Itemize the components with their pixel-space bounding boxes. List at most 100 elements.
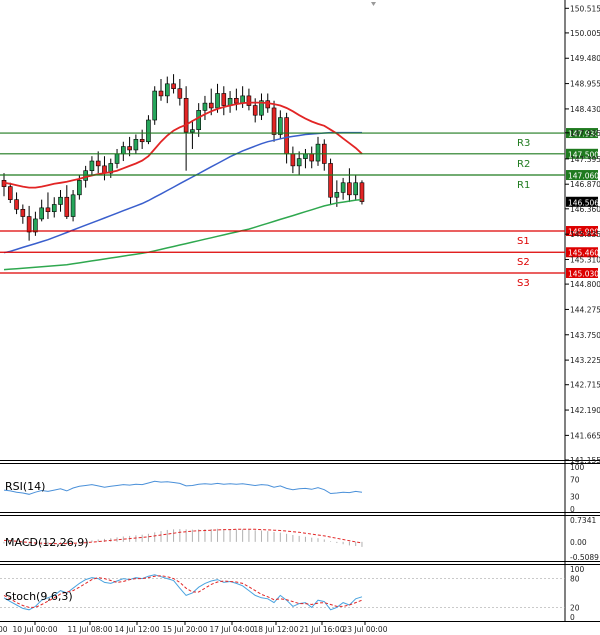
level-price-text: 147.060	[568, 172, 599, 181]
y-tick-label: 143.225	[570, 356, 600, 365]
candle-body	[127, 146, 132, 151]
candle-body	[58, 196, 63, 205]
x-tick-label: 10 Jul 00:00	[13, 625, 58, 634]
candle-body	[14, 199, 19, 210]
candle-body	[146, 119, 151, 143]
level-price-tag	[566, 170, 598, 181]
x-tick-label: 15 Jul 20:00	[163, 625, 208, 634]
y-tick-label: 145.835	[570, 230, 600, 239]
candle-body	[190, 129, 195, 133]
candle-body	[315, 143, 321, 162]
candle-body	[183, 98, 189, 133]
candle-body	[284, 117, 289, 155]
candle-body	[26, 216, 32, 233]
x-tick-label: 21 Jul 16:00	[300, 625, 345, 634]
y-tick-label: 141.155	[570, 456, 600, 465]
x-tick-label: 11 Jul 08:00	[68, 625, 113, 634]
candle-body	[171, 83, 176, 89]
candle-body	[296, 158, 302, 167]
y-tick-label: 144.275	[570, 305, 600, 314]
level-price-tag	[566, 148, 598, 159]
ma-green-line	[3, 198, 363, 271]
level-price-text: 145.460	[568, 249, 599, 258]
scroll-marker-icon[interactable]	[371, 2, 376, 6]
y-tick-label: 150.515	[570, 4, 600, 13]
stoch-tick-label: 20	[570, 603, 580, 612]
level-label-r3: R3	[517, 138, 530, 149]
candle-body	[265, 100, 271, 109]
candle-body	[303, 153, 308, 159]
ma-red-line	[3, 101, 363, 189]
level-label-s3: S3	[517, 278, 530, 289]
current-price-text: 146.506	[568, 198, 599, 207]
candle-body	[328, 163, 333, 198]
level-price-text: 145.030	[568, 269, 599, 278]
candle-body	[121, 146, 126, 155]
y-tick-label: 146.870	[570, 180, 600, 189]
y-tick-label: 142.190	[570, 406, 600, 415]
candle-body	[246, 95, 252, 106]
y-tick-label: 148.955	[570, 80, 600, 89]
candle-body	[347, 182, 352, 196]
level-label-s2: S2	[517, 257, 530, 268]
candle-body	[202, 102, 208, 111]
candle-body	[133, 139, 139, 151]
y-tick-label: 147.935	[570, 129, 600, 138]
stoch-tick-label: 80	[570, 575, 580, 584]
candle-body	[271, 107, 277, 135]
candle-body	[108, 163, 114, 174]
candle-body	[51, 204, 57, 213]
level-label-r2: R2	[517, 159, 530, 170]
candle-body	[45, 207, 51, 213]
candle-body	[290, 153, 296, 167]
macd-title: MACD(12,26,9)	[5, 536, 89, 549]
y-tick-label: 148.430	[570, 105, 600, 114]
candle-body	[39, 207, 44, 220]
y-tick-label: 146.360	[570, 205, 600, 214]
stoch-tick-label: 0	[570, 613, 575, 622]
stoch-d-line	[3, 575, 363, 608]
current-price-tag	[566, 196, 598, 207]
y-tick-label: 149.480	[570, 54, 600, 63]
level-label-s1: S1	[517, 236, 530, 247]
candle-body	[309, 153, 315, 162]
x-tick-label: 18 Jul 12:00	[254, 625, 299, 634]
rsi-tick-label: 70	[570, 476, 580, 485]
x-tick-label: 17 Jul 04:00	[210, 625, 255, 634]
macd-tick-label: -0.5089	[570, 553, 599, 562]
candle-body	[158, 90, 164, 97]
candle-body	[240, 95, 245, 104]
candle-body	[70, 194, 76, 217]
candle-body	[89, 160, 95, 171]
candle-body	[353, 182, 358, 196]
candle-body	[259, 100, 264, 116]
candle-body	[340, 182, 346, 193]
x-tick-label: 23 Jul 00:00	[343, 625, 388, 634]
candle-body	[334, 192, 340, 198]
candle-body	[221, 93, 227, 106]
level-price-tag	[566, 226, 598, 237]
candle-body	[164, 83, 170, 97]
level-price-text: 145.900	[568, 228, 599, 237]
rsi-tick-label: 100	[570, 463, 585, 472]
candle-body	[64, 196, 70, 217]
y-tick-label: 144.800	[570, 280, 600, 289]
rsi-line	[3, 480, 363, 495]
y-tick-label: 147.395	[570, 155, 600, 164]
candle-body	[215, 93, 220, 109]
candle-body	[20, 208, 26, 217]
candle-body	[33, 218, 38, 233]
macd-tick-label: 0.7341	[570, 516, 596, 525]
y-tick-label: 142.715	[570, 381, 600, 390]
candle-body	[208, 102, 214, 109]
stoch-tick-label: 100	[570, 565, 585, 574]
ma-blue-line	[3, 131, 362, 254]
candle-body	[152, 90, 158, 121]
stoch-title: Stoch(9,6,3)	[5, 590, 73, 603]
candle-body	[95, 160, 101, 167]
candle-body	[196, 110, 201, 130]
candle-body	[139, 139, 145, 143]
rsi-tick-label: 30	[570, 492, 580, 501]
candle-body	[114, 153, 120, 164]
